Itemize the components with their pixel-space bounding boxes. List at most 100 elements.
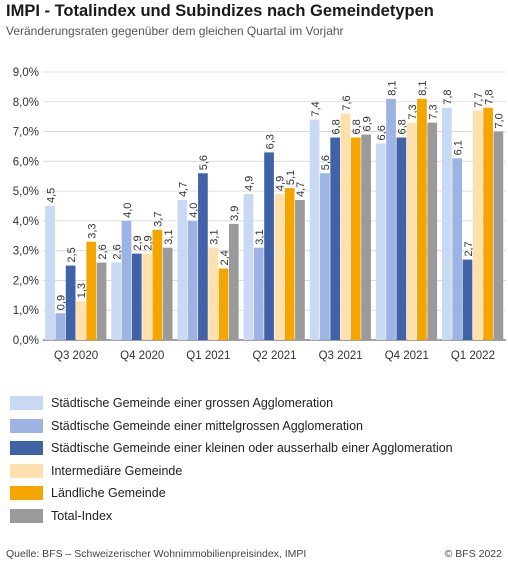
y-tick-label: 2,0% [13, 275, 39, 287]
bar [320, 173, 330, 340]
bar [218, 268, 229, 340]
x-tick-label: Q4 2021 [385, 350, 429, 362]
bar [96, 262, 107, 340]
y-tick-label: 6,0% [13, 156, 39, 168]
legend-item: Intermediäre Gemeinde [10, 460, 453, 483]
data-label: 8,1 [386, 81, 398, 96]
legend-label: Städtische Gemeinde einer mittelgrossen … [51, 418, 363, 433]
x-tick-label: Q1 2022 [451, 350, 495, 362]
data-label: 3,3 [87, 223, 99, 238]
x-tick-label: Q3 2020 [54, 350, 98, 362]
data-label: 7,3 [407, 104, 419, 119]
bar [295, 200, 305, 340]
data-label: 7,8 [483, 89, 495, 104]
bar [493, 131, 504, 340]
data-label: 4,5 [45, 188, 57, 203]
bar [284, 188, 295, 340]
y-tick-label: 3,0% [13, 246, 39, 258]
data-label: 5,1 [285, 170, 297, 185]
bar [483, 107, 493, 340]
chart-title: IMPI - Totalindex und Subindizes nach Ge… [6, 2, 434, 20]
bar-chart: 0,0% 1,0% 2,0% 3,0% 4,0% 5,0% 6,0% 7,0% 8,0% 9,0%… [13, 67, 506, 362]
bar [76, 301, 86, 340]
data-label: 2,9 [142, 235, 154, 250]
data-label: 4,0 [188, 203, 200, 218]
data-label: 7,4 [310, 101, 322, 116]
legend-item: Städtische Gemeinde einer mittelgrossen … [10, 415, 453, 438]
bar [65, 265, 76, 340]
data-label: 7,3 [428, 104, 440, 119]
data-label: 3,7 [153, 212, 165, 227]
bar [274, 194, 285, 340]
legend-label: Städtische Gemeinde einer kleinen oder a… [51, 441, 453, 456]
data-label: 6,1 [452, 140, 464, 155]
bar [330, 137, 341, 340]
bar [309, 119, 320, 341]
bar [406, 122, 417, 340]
bar [177, 200, 188, 340]
legend-item: Total-Index [10, 505, 453, 528]
y-tick-label: 0,0% [13, 335, 39, 347]
bar [264, 152, 274, 340]
bar [208, 247, 219, 340]
bar [187, 220, 198, 340]
legend: Städtische Gemeinde einer grossen Agglom… [10, 392, 453, 527]
legend-swatch [10, 418, 43, 433]
bar [152, 229, 163, 340]
data-label: 6,8 [397, 119, 409, 134]
data-label: 6,9 [361, 116, 373, 131]
data-label: 2,7 [463, 241, 475, 256]
bar [427, 122, 438, 340]
legend-swatch [10, 463, 43, 478]
bar [55, 313, 66, 340]
data-label: 3,1 [163, 229, 175, 244]
legend-label: Total-Index [51, 508, 113, 523]
bar [253, 247, 264, 340]
bar [361, 134, 371, 340]
data-label: 5,6 [320, 155, 332, 170]
data-label: 2,6 [111, 244, 123, 259]
bar [131, 253, 142, 340]
x-tick-label: Q1 2021 [186, 350, 230, 362]
y-tick-label: 1,0% [13, 305, 39, 317]
bar [417, 98, 427, 340]
data-label: 7,0 [494, 113, 506, 128]
bar [228, 223, 239, 340]
data-label: 1,3 [76, 283, 88, 298]
bar [375, 143, 386, 340]
data-label: 2,6 [97, 244, 109, 259]
x-tick-label: Q4 2020 [120, 350, 164, 362]
data-label: 5,6 [198, 155, 210, 170]
y-tick-label: 4,0% [13, 216, 39, 228]
data-label: 4,0 [122, 203, 134, 218]
bar [442, 107, 452, 340]
legend-swatch [10, 441, 43, 456]
data-label: 6,3 [264, 134, 276, 149]
data-label: 6,6 [376, 125, 388, 140]
data-label: 0,9 [56, 295, 68, 310]
data-label: 8,1 [417, 81, 429, 96]
legend-swatch [10, 508, 43, 523]
data-label: 2,4 [219, 250, 231, 265]
data-label: 4,9 [244, 176, 256, 191]
y-tick-label: 5,0% [13, 186, 39, 198]
legend-label: Städtische Gemeinde einer grossen Agglom… [51, 396, 334, 411]
chart-subtitle: Veränderungsraten gegenüber dem gleichen… [6, 24, 344, 38]
bar [396, 137, 407, 340]
legend-swatch [10, 486, 43, 501]
x-tick-label: Q3 2021 [319, 350, 363, 362]
bar [111, 262, 122, 340]
data-label: 7,6 [341, 95, 353, 110]
bar [462, 259, 473, 340]
data-label: 3,9 [229, 206, 241, 221]
bar [340, 113, 351, 340]
bar [452, 158, 463, 340]
data-label: 2,5 [66, 247, 78, 262]
data-label: 3,1 [254, 229, 266, 244]
legend-item: Städtische Gemeinde einer grossen Agglom… [10, 392, 453, 415]
legend-item: Ländliche Gemeinde [10, 482, 453, 505]
bar [142, 253, 152, 340]
data-label: 7,8 [442, 89, 454, 104]
bar [121, 220, 132, 340]
bar [198, 173, 208, 340]
